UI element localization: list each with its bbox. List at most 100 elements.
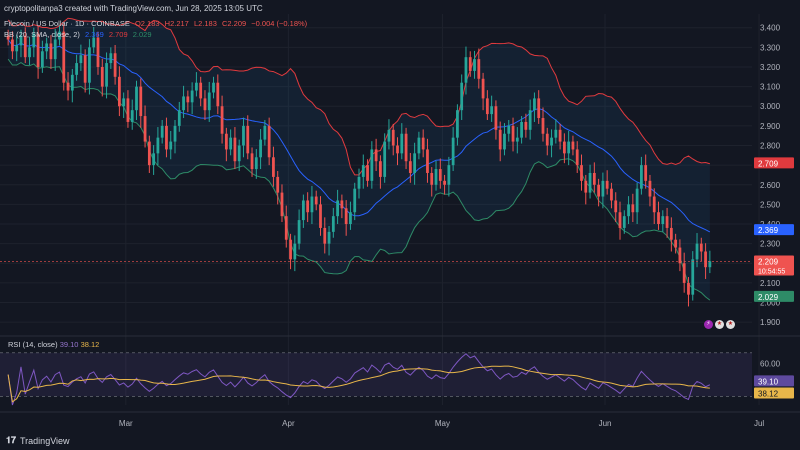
candle-body — [45, 43, 49, 52]
candle-body — [665, 216, 669, 228]
candle-body — [511, 125, 515, 142]
candle-body — [588, 172, 592, 193]
candle-body — [648, 180, 652, 197]
candle-body — [92, 37, 96, 48]
bb-indicator-line[interactable]: BB (20, SMA, close, 2) 2.369 2.709 2.029 — [4, 30, 155, 39]
candle-body — [610, 188, 613, 201]
candle-body — [421, 137, 425, 150]
candle-body — [327, 231, 331, 244]
axes: 1.9002.0002.1002.2002.3002.4002.5002.600… — [0, 24, 800, 428]
candle-body — [605, 180, 609, 189]
candle-body — [28, 47, 31, 58]
candle-body — [652, 196, 656, 213]
us-flag-icon[interactable]: ★ — [715, 320, 724, 329]
candle-body — [263, 125, 267, 140]
tradingview-logo[interactable]: 𝟏𝟕 TradingView — [6, 435, 70, 446]
candle-body — [160, 125, 164, 138]
candle-body — [447, 165, 451, 185]
candle-body — [306, 200, 310, 213]
candle-body — [387, 129, 391, 142]
bb-basis-value: 2.369 — [84, 30, 104, 39]
lightning-icon[interactable]: ⚡ — [704, 320, 713, 329]
rsi-value: 39.10 — [59, 340, 79, 349]
candle-body — [177, 110, 181, 126]
candle-body — [674, 239, 678, 248]
candle-body — [520, 121, 523, 138]
candle-body — [88, 47, 91, 83]
candle-body — [426, 149, 429, 173]
candle-body — [618, 212, 622, 228]
candle-body — [32, 33, 36, 48]
candle-body — [147, 141, 151, 166]
x-tick-label: Jul — [754, 419, 764, 428]
symbol-name[interactable]: Filecoin / US Dollar · 1D · COINBASE — [4, 19, 130, 28]
candle-body — [657, 212, 660, 225]
candle-body — [528, 110, 532, 130]
x-tick-label: May — [435, 419, 450, 428]
candle-body — [36, 33, 40, 67]
ohlc-open: O2.183 — [134, 19, 160, 28]
candle-body — [297, 220, 301, 244]
event-icons: ⚡ ★ ★ — [704, 320, 735, 329]
candle-body — [70, 74, 74, 91]
symbol-line: Filecoin / US Dollar · 1D · COINBASE O2.… — [4, 19, 310, 28]
candle-body — [173, 125, 177, 142]
candle-body — [614, 200, 618, 213]
candle-body — [545, 133, 549, 146]
candles — [6, 23, 712, 307]
candle-body — [678, 247, 682, 264]
us-flag-icon-2[interactable]: ★ — [726, 320, 735, 329]
candle-body — [117, 76, 121, 107]
candle-body — [280, 192, 284, 217]
y-tick-label: 1.900 — [760, 318, 781, 327]
candle-body — [276, 176, 280, 193]
candle-body — [550, 137, 553, 146]
candle-body — [622, 216, 626, 228]
bb-lower-value: 2.029 — [132, 30, 152, 39]
candle-body — [246, 125, 250, 154]
candle-body — [6, 35, 10, 40]
candle-body — [562, 141, 566, 154]
bb-label: BB (20, SMA, close, 2) — [4, 30, 80, 39]
candle-body — [498, 129, 502, 150]
candle-body — [537, 98, 541, 119]
candle-body — [490, 106, 494, 115]
candle-body — [233, 137, 237, 162]
candle-body — [130, 110, 134, 122]
candle-body — [515, 137, 519, 142]
candle-body — [143, 116, 147, 142]
candle-body — [259, 139, 262, 158]
price-label-box — [754, 255, 794, 276]
candle-body — [23, 35, 27, 58]
candle-body — [473, 59, 476, 71]
tv-logo-icon: 𝟏𝟕 — [6, 435, 17, 445]
candle-body — [152, 153, 156, 166]
candle-body — [216, 82, 220, 107]
candle-body — [601, 180, 605, 197]
candle-body — [451, 137, 455, 166]
bb-upper-value: 2.709 — [108, 30, 128, 39]
candle-body — [349, 212, 352, 225]
candle-body — [75, 63, 78, 75]
candle-body — [400, 133, 404, 154]
candle-body — [477, 59, 481, 79]
rsi-pane — [0, 352, 752, 406]
rsi-indicator-line[interactable]: RSI (14, close) 39.10 38.12 — [8, 340, 99, 349]
price-label-text: 2.369 — [758, 226, 779, 235]
candle-body — [314, 196, 318, 205]
price-label-text: 2.029 — [758, 293, 779, 302]
rsi-value-text: 39.10 — [758, 377, 779, 386]
candle-body — [207, 92, 211, 111]
x-tick-label: Apr — [282, 419, 295, 428]
candle-body — [417, 137, 421, 154]
candle-body — [434, 169, 438, 185]
candle-body — [310, 196, 314, 213]
candle-body — [468, 57, 472, 71]
chart-credit: cryptopolitanpa3 created with TradingVie… — [4, 4, 263, 13]
candle-body — [62, 31, 66, 83]
y-tick-label: 2.000 — [760, 299, 781, 308]
rsi-ma-line — [7, 365, 710, 403]
candle-body — [597, 184, 601, 197]
candle-body — [122, 98, 126, 107]
